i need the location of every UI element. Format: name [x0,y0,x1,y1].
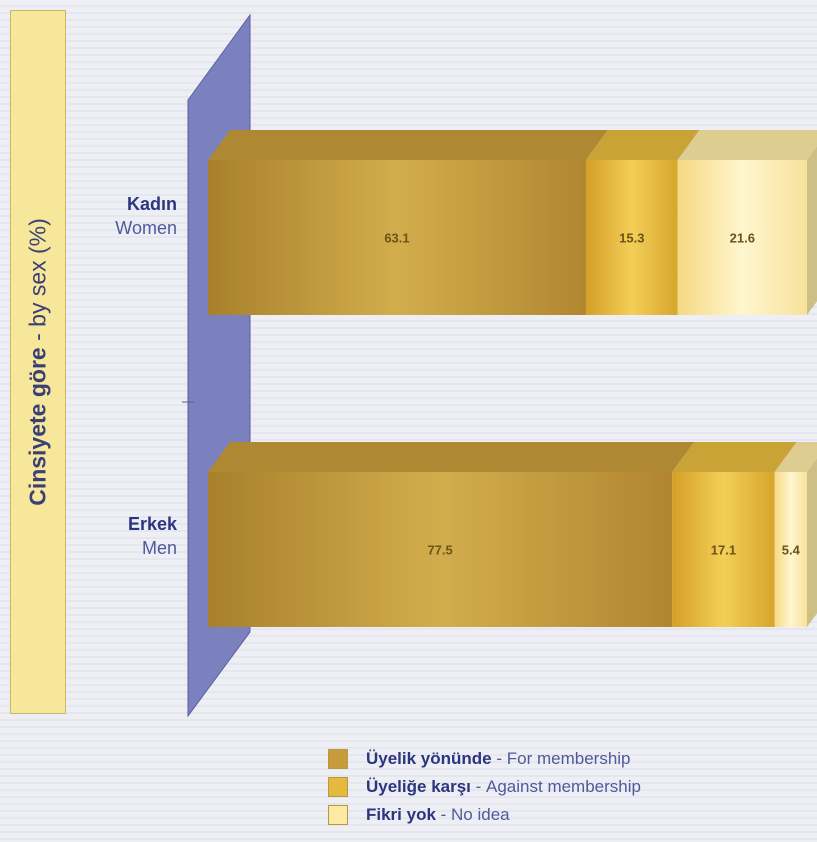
legend-separator: - [470,777,487,796]
legend-separator: - [491,749,507,768]
category-label-tr: Erkek [127,514,177,534]
bar-segment [585,160,678,315]
bar-segment [208,160,586,315]
bar-segment [677,160,807,315]
data-label: 15.3 [619,231,644,246]
legend-item-no-idea: Fikri yok - No idea [328,801,641,829]
bar-top-face [585,130,700,160]
bar-segment [672,472,775,627]
legend-label-tr: Üyelik yönünde [366,749,492,768]
bar-segment [774,472,807,627]
category-label-women: Kadın Women [115,192,177,240]
legend-swatch [328,805,348,825]
category-label-en: Women [115,218,177,238]
data-label: 21.6 [730,231,755,246]
legend-label-tr: Üyeliğe karşı [366,777,471,796]
category-label-tr: Kadın [126,194,177,214]
data-label: 5.4 [782,543,801,558]
bar-top-face [208,442,695,472]
bar-side-face [807,458,817,627]
legend-item-against-membership: Üyeliğe karşı - Against membership [328,773,641,801]
bar-top-face [672,442,797,472]
legend-label-en: Against membership [486,777,641,796]
data-label: 63.1 [384,231,409,246]
legend-label-en: For membership [506,749,631,768]
data-label: 17.1 [711,543,736,558]
legend-label-tr: Fikri yok [366,805,436,824]
axis-title-box [10,10,66,714]
bar-top-face [774,442,817,472]
legend-separator: - [435,805,452,824]
bar-top-face [208,130,608,160]
legend: Üyelik yönünde - For membership Üyeliğe … [328,745,641,829]
legend-item-for-membership: Üyelik yönünde - For membership [328,745,641,773]
category-label-men: Erkek Men [128,512,177,560]
data-label: 77.5 [427,543,452,558]
legend-swatch [328,777,348,797]
bar-side-face [807,146,817,315]
category-label-en: Men [141,538,177,558]
bar-segment [208,472,673,627]
legend-swatch [328,749,348,769]
legend-label-en: No idea [451,805,510,824]
bar-top-face [677,130,817,160]
